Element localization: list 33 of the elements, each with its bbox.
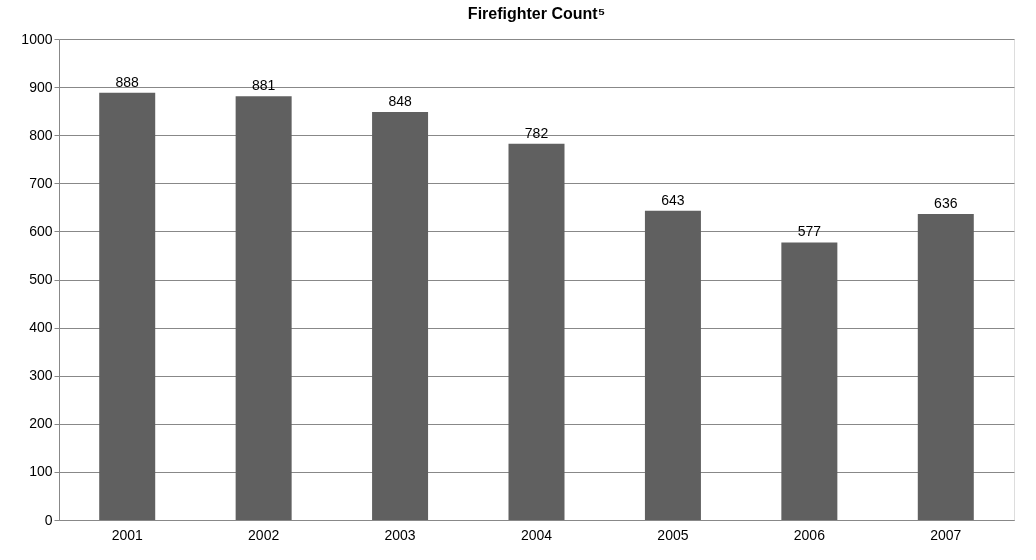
data-label: 577	[797, 223, 822, 240]
data-label: 888	[115, 73, 140, 90]
chart-title: Firefighter Count⁵	[467, 5, 606, 22]
data-label: 881	[251, 77, 276, 94]
y-tick-label: 300	[29, 367, 53, 384]
y-tick-label: 400	[29, 319, 53, 336]
bar	[644, 210, 701, 520]
bar	[372, 112, 429, 520]
y-tick-label: 0	[44, 511, 53, 528]
y-tick-label: 800	[29, 126, 53, 143]
data-label: 848	[388, 93, 412, 110]
data-label: 643	[661, 191, 685, 208]
x-tick-label: 2006	[793, 526, 826, 543]
y-tick-label: 500	[29, 271, 53, 287]
x-tick-label: 2001	[111, 526, 143, 543]
y-tick-label: 600	[29, 222, 53, 239]
y-tick-label: 900	[29, 78, 53, 95]
bar	[99, 92, 156, 520]
data-label: 782	[524, 124, 549, 141]
y-tick-label: 700	[29, 174, 53, 191]
bar	[235, 96, 292, 520]
x-tick-label: 2003	[384, 526, 416, 543]
x-tick-label: 2007	[930, 526, 962, 543]
y-tick-label: 1000	[21, 30, 53, 47]
bar	[508, 143, 565, 520]
data-label: 636	[934, 195, 958, 212]
bar	[781, 242, 838, 520]
y-tick-label: 100	[29, 463, 53, 480]
bar	[917, 214, 974, 520]
x-tick-label: 2005	[657, 526, 689, 543]
x-tick-label: 2002	[248, 526, 280, 543]
y-tick-label: 200	[29, 415, 53, 432]
x-tick-label: 2004	[520, 526, 553, 543]
